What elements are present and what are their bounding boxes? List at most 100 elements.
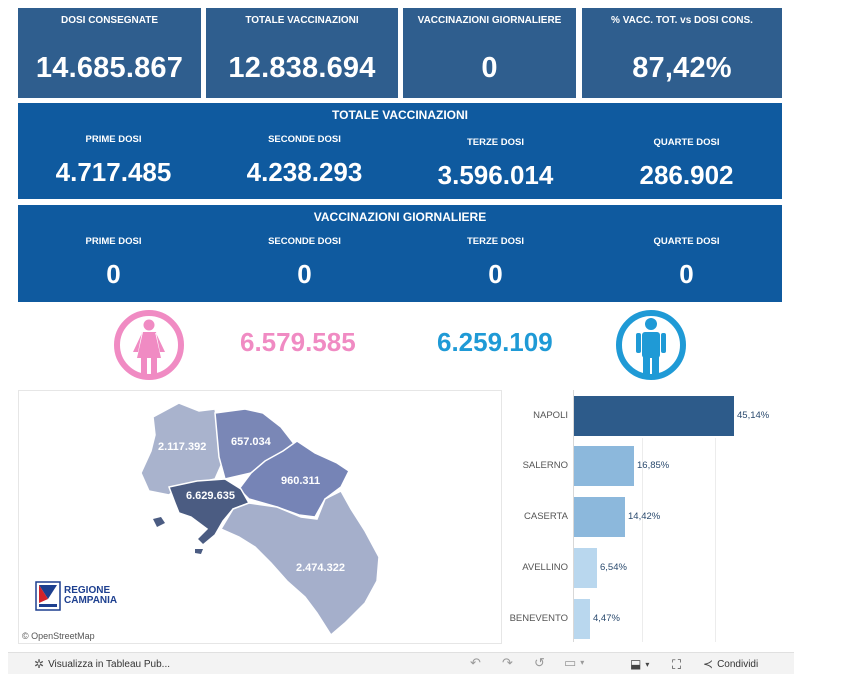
- bar-row[interactable]: AVELLINO 6,54%: [505, 548, 795, 588]
- kpi-value: 14.685.867: [35, 52, 184, 84]
- logo-line2: CAMPANIA: [64, 595, 118, 606]
- bar-value-label: 45,14%: [737, 410, 770, 421]
- col-label: PRIME DOSI: [85, 134, 142, 145]
- bar-row[interactable]: CASERTA 14,42%: [505, 497, 795, 537]
- view-in-tableau-button[interactable]: ✲ Visualizza in Tableau Pub...: [34, 657, 170, 671]
- island-capri[interactable]: [195, 549, 203, 554]
- bar-value-label: 4,47%: [593, 613, 620, 624]
- undo-icon: ↶: [470, 655, 481, 670]
- giorn-prime-dosi: PRIME DOSI 0: [18, 236, 209, 290]
- col-value: 0: [679, 259, 694, 289]
- kpi-vaccinazioni-giornaliere: VACCINAZIONI GIORNALIERE 0: [403, 8, 576, 98]
- kpi-label: VACCINAZIONI GIORNALIERE: [417, 15, 562, 26]
- bar-category-label: CASERTA: [524, 511, 568, 522]
- province-avellino[interactable]: [238, 440, 350, 518]
- bar-value-label: 14,42%: [628, 511, 661, 522]
- bar-row[interactable]: NAPOLI 45,14%: [505, 396, 795, 436]
- kpi-value: 87,42%: [632, 52, 732, 84]
- bar-mark[interactable]: [574, 396, 734, 436]
- redo-icon: ↷: [502, 655, 513, 670]
- bar-category-label: AVELLINO: [522, 562, 568, 573]
- map-label-benevento: 657.034: [231, 436, 271, 448]
- province-map-svg[interactable]: [19, 391, 502, 644]
- download-button[interactable]: ⬓ ▾: [630, 657, 649, 671]
- col-value: 0: [297, 259, 312, 289]
- share-icon: ≺: [703, 657, 714, 671]
- bar-mark[interactable]: [574, 497, 625, 537]
- col-value: 4.717.485: [55, 157, 172, 187]
- province-bar-chart: NAPOLI 45,14% SALERNO 16,85% CASERTA 14,42% AV…: [505, 390, 795, 644]
- panel-title: VACCINAZIONI GIORNALIERE: [313, 210, 487, 224]
- bar-row[interactable]: BENEVENTO 4,47%: [505, 599, 795, 639]
- col-label: SECONDE DOSI: [268, 236, 341, 247]
- kpi-totale-vaccinazioni: TOTALE VACCINAZIONI 12.838.694: [206, 8, 398, 98]
- campania-map[interactable]: 2.117.392 657.034 960.311 6.629.635 2.47…: [18, 390, 502, 644]
- chevron-down-icon: ▾: [580, 658, 585, 667]
- col-label: SECONDE DOSI: [268, 134, 341, 145]
- chart-grid-line: [715, 438, 716, 642]
- totale-prime-dosi: PRIME DOSI 4.717.485: [18, 134, 209, 188]
- province-salerno[interactable]: [219, 490, 380, 637]
- col-label: QUARTE DOSI: [653, 137, 720, 148]
- map-label-avellino: 960.311: [281, 475, 321, 487]
- bar-mark[interactable]: [574, 599, 590, 639]
- col-label: QUARTE DOSI: [653, 236, 720, 247]
- regione-logo-icon: [35, 581, 61, 611]
- view-in-tableau-label: Visualizza in Tableau Pub...: [48, 658, 170, 670]
- bar-row[interactable]: SALERNO 16,85%: [505, 446, 795, 486]
- kpi-label: DOSI CONSEGNATE: [60, 15, 159, 26]
- giorn-quarte-dosi: QUARTE DOSI 0: [591, 236, 782, 290]
- col-value: 4.238.293: [246, 157, 363, 187]
- female-icon: [114, 310, 184, 380]
- bar-mark[interactable]: [574, 446, 634, 486]
- chart-grid-line: [642, 438, 643, 642]
- totale-terze-dosi: TERZE DOSI 3.596.014: [400, 137, 591, 191]
- province-napoli[interactable]: [167, 478, 251, 547]
- map-label-caserta: 2.117.392: [158, 441, 207, 453]
- regione-campania-logo: REGIONE CAMPANIA: [35, 581, 117, 611]
- totale-seconde-dosi: SECONDE DOSI 4.238.293: [209, 134, 400, 188]
- female-count: 6.579.585: [240, 327, 356, 357]
- panel-title: TOTALE VACCINAZIONI: [332, 108, 468, 122]
- redo-button[interactable]: ↷: [502, 655, 513, 670]
- vaccinazioni-giornaliere-panel: VACCINAZIONI GIORNALIERE PRIME DOSI 0 SE…: [18, 205, 782, 302]
- chart-axis-line: [573, 390, 574, 642]
- col-value: 286.902: [639, 160, 734, 190]
- kpi-label: % VACC. TOT. vs DOSI CONS.: [611, 15, 753, 26]
- bar-mark[interactable]: [574, 548, 597, 588]
- giorn-seconde-dosi: SECONDE DOSI 0: [209, 236, 400, 290]
- osm-attribution: © OpenStreetMap: [22, 631, 95, 641]
- tableau-toolbar: ✲ Visualizza in Tableau Pub... ↶ ↷ ↺ ▭ ▾ …: [8, 652, 794, 674]
- kpi-value: 12.838.694: [228, 52, 376, 84]
- bar-category-label: NAPOLI: [533, 410, 568, 421]
- revert-button[interactable]: ↺: [534, 655, 545, 670]
- undo-button[interactable]: ↶: [470, 655, 481, 670]
- revert-icon: ↺: [534, 655, 545, 670]
- fullscreen-button[interactable]: ⛶: [672, 657, 681, 673]
- island-ischia[interactable]: [153, 517, 165, 527]
- kpi-dosi-consegnate: DOSI CONSEGNATE 14.685.867: [18, 8, 201, 98]
- bar-value-label: 16,85%: [637, 460, 670, 471]
- col-value: 3.596.014: [437, 160, 554, 190]
- map-label-salerno: 2.474.322: [296, 562, 345, 574]
- pause-button[interactable]: ▭ ▾: [564, 655, 585, 670]
- totale-vaccinazioni-panel: TOTALE VACCINAZIONI PRIME DOSI 4.717.485…: [18, 103, 782, 199]
- male-count: 6.259.109: [437, 327, 553, 357]
- tableau-logo-icon: ✲: [34, 657, 45, 671]
- bar-category-label: SALERNO: [522, 460, 568, 471]
- bar-category-label: BENEVENTO: [509, 613, 568, 624]
- download-icon: ⬓: [630, 657, 642, 671]
- map-label-napoli: 6.629.635: [186, 490, 235, 502]
- giorn-terze-dosi: TERZE DOSI 0: [400, 236, 591, 290]
- pause-icon: ▭: [564, 655, 577, 670]
- totale-quarte-dosi: QUARTE DOSI 286.902: [591, 137, 782, 191]
- col-label: PRIME DOSI: [85, 236, 142, 247]
- col-value: 0: [488, 259, 503, 289]
- share-label: Condividi: [717, 658, 759, 670]
- kpi-percent-vacc: % VACC. TOT. vs DOSI CONS. 87,42%: [582, 8, 782, 98]
- chevron-down-icon: ▾: [645, 659, 650, 669]
- share-button[interactable]: ≺ Condividi: [703, 657, 758, 671]
- col-label: TERZE DOSI: [466, 137, 524, 148]
- logo-line1: REGIONE: [64, 585, 111, 596]
- fullscreen-icon: ⛶: [672, 657, 682, 672]
